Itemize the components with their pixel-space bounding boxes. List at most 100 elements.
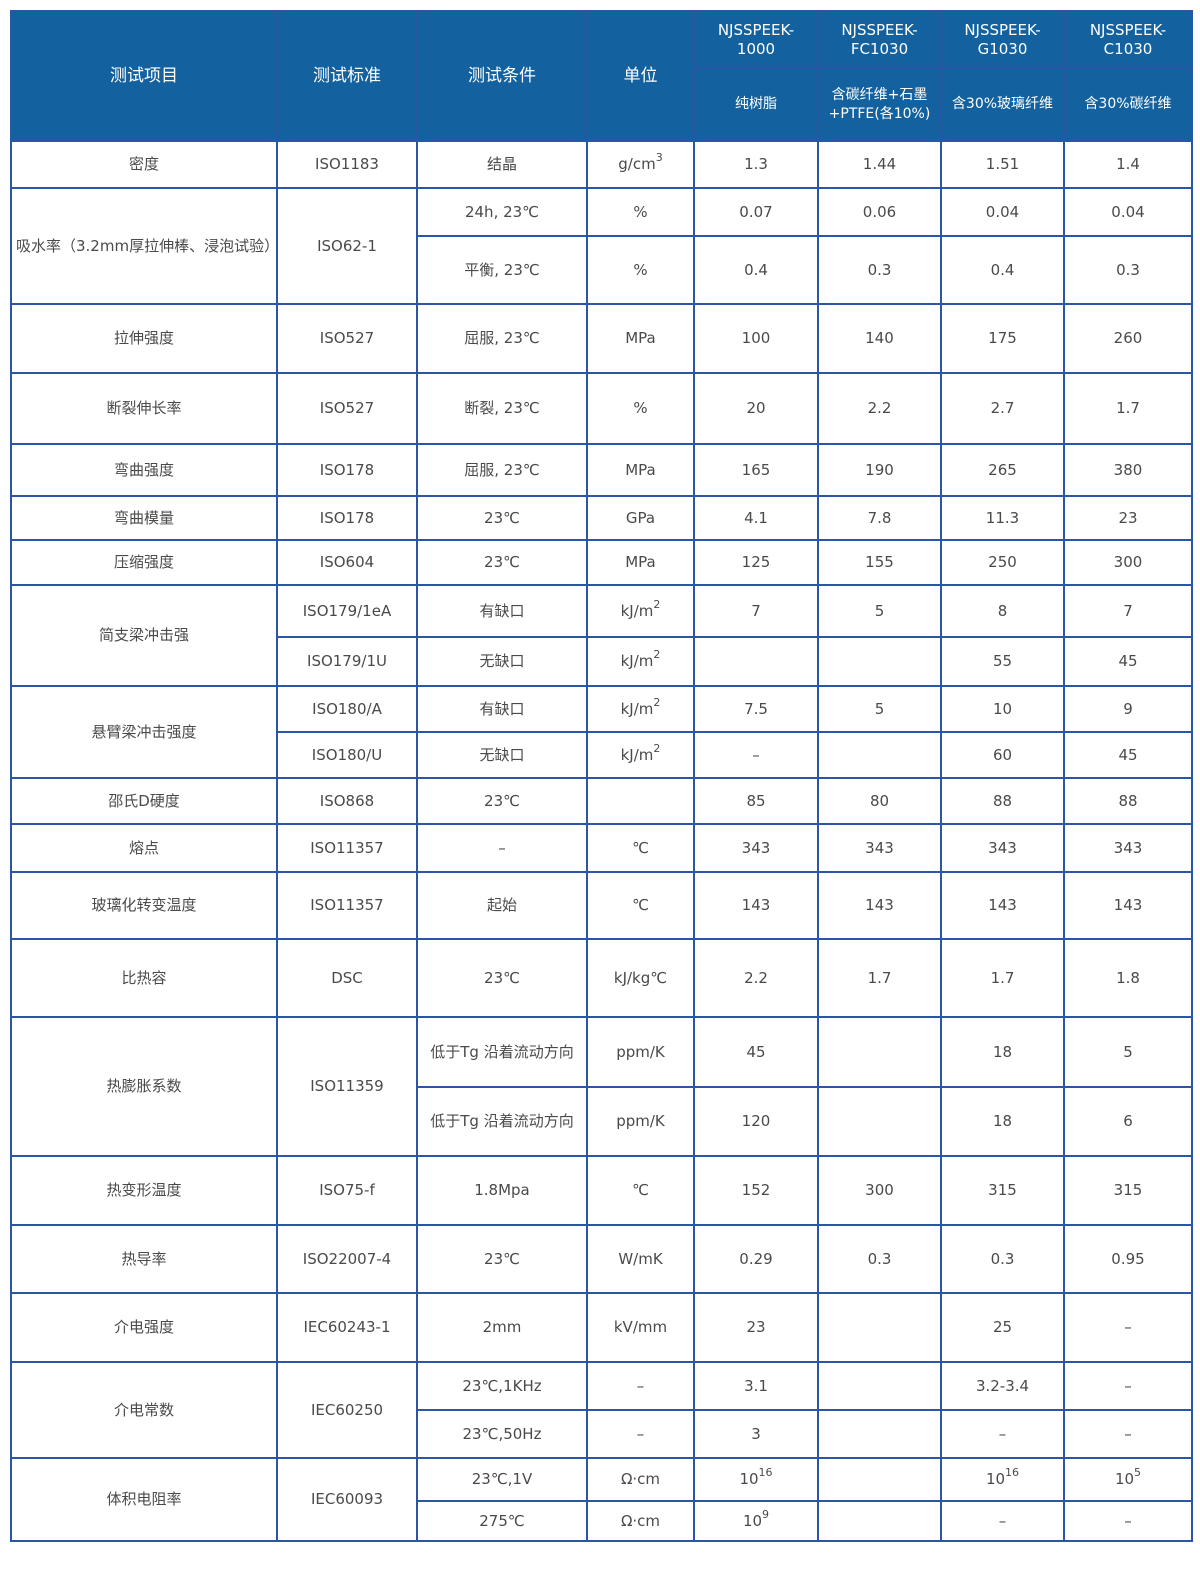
- cell-test-condition: 24h, 23℃: [416, 187, 588, 237]
- cell-unit: %: [586, 235, 695, 305]
- cell-unit: kJ/m2: [586, 584, 695, 638]
- cell-value: 0.95: [1063, 1224, 1193, 1294]
- cell-value: 343: [693, 823, 819, 873]
- cell-value: –: [940, 1500, 1065, 1542]
- cell-unit: %: [586, 187, 695, 237]
- cell-value: 7: [693, 584, 819, 638]
- cell-test-item: 玻璃化转变温度: [10, 871, 278, 940]
- table-row: 拉伸强度 ISO527 屈服, 23℃ MPa 100 140 175 260: [10, 303, 1193, 374]
- table-row: 体积电阻率 IEC60093 23℃,1V Ω·cm 1016 1016 105: [10, 1457, 1193, 1542]
- cell-value: [817, 1500, 942, 1542]
- cell-test-item: 拉伸强度: [10, 303, 278, 374]
- cell-value: 140: [817, 303, 942, 374]
- header-test-standard: 测试标准: [276, 10, 418, 142]
- cell-unit: –: [586, 1361, 695, 1411]
- cell-value: 7.5: [693, 685, 819, 733]
- header-grade-name: NJSSPEEK-FC1030: [817, 10, 942, 69]
- cell-value: 380: [1063, 443, 1193, 497]
- cell-test-item: 热变形温度: [10, 1155, 278, 1226]
- header-unit: 单位: [586, 10, 695, 142]
- cell-test-condition: 无缺口: [416, 636, 588, 687]
- cell-value: [817, 636, 942, 687]
- table-row: 比热容 DSC 23℃ kJ/kg℃ 2.2 1.7 1.7 1.8: [10, 938, 1193, 1018]
- cell-test-item: 体积电阻率: [10, 1457, 278, 1542]
- cell-unit: GPa: [586, 495, 695, 541]
- table-row: 弯曲强度 ISO178 屈服, 23℃ MPa 165 190 265 380: [10, 443, 1193, 497]
- cell-test-condition: 23℃,1V: [416, 1457, 588, 1502]
- cell-value: 2.2: [693, 938, 819, 1018]
- cell-test-condition: 有缺口: [416, 685, 588, 733]
- cell-unit: %: [586, 372, 695, 445]
- cell-value: [817, 1292, 942, 1363]
- cell-unit: MPa: [586, 303, 695, 374]
- cell-test-condition: –: [416, 823, 588, 873]
- properties-table: 测试项目 测试标准 测试条件 单位 NJSSPEEK-1000 NJSSPEEK…: [10, 10, 1193, 1542]
- cell-value: [693, 636, 819, 687]
- cell-test-item: 比热容: [10, 938, 278, 1018]
- header-grade-desc: 纯树脂: [693, 67, 819, 142]
- cell-value: 1.44: [817, 140, 942, 189]
- cell-value: 1.51: [940, 140, 1065, 189]
- cell-value: –: [1063, 1500, 1193, 1542]
- cell-unit: Ω·cm: [586, 1457, 695, 1502]
- cell-value: 23: [1063, 495, 1193, 541]
- cell-value: 105: [1063, 1457, 1193, 1502]
- cell-test-item: 悬臂梁冲击强度: [10, 685, 278, 779]
- cell-value: 20: [693, 372, 819, 445]
- superscript: 3: [655, 151, 663, 164]
- cell-value: 45: [1063, 731, 1193, 779]
- superscript: 2: [653, 648, 661, 661]
- superscript: 5: [1134, 1466, 1142, 1479]
- cell-test-standard: ISO180/A: [276, 685, 418, 733]
- cell-value: 1.4: [1063, 140, 1193, 189]
- cell-unit: kJ/m2: [586, 685, 695, 733]
- cell-test-condition: 23℃,1KHz: [416, 1361, 588, 1411]
- table-row: 吸水率（3.2mm厚拉伸棒、浸泡试验） ISO62-1 24h, 23℃% 0.07 0…: [10, 187, 1193, 305]
- table-row: 热膨胀系数 ISO11359 低于Tg 沿着流动方向 ppm/K 45 18 5: [10, 1016, 1193, 1157]
- cell-value: 55: [940, 636, 1065, 687]
- cell-value: 18: [940, 1086, 1065, 1157]
- cell-test-condition: 23℃: [416, 539, 588, 586]
- cell-test-condition: 屈服, 23℃: [416, 443, 588, 497]
- table-row: 断裂伸长率 ISO527 断裂, 23℃% 20 2.2 2.7 1.7: [10, 372, 1193, 445]
- cell-test-condition: 2mm: [416, 1292, 588, 1363]
- cell-test-condition: 有缺口: [416, 584, 588, 638]
- cell-value: [817, 1016, 942, 1088]
- cell-value: 143: [1063, 871, 1193, 940]
- cell-value: 18: [940, 1016, 1065, 1088]
- superscript: 16: [758, 1466, 773, 1479]
- cell-test-standard: IEC60093: [276, 1457, 418, 1542]
- cell-unit: MPa: [586, 539, 695, 586]
- cell-unit: g/cm3: [586, 140, 695, 189]
- cell-test-standard: ISO178: [276, 495, 418, 541]
- cell-value: 0.3: [817, 235, 942, 305]
- cell-value: 165: [693, 443, 819, 497]
- cell-value: 1.7: [940, 938, 1065, 1018]
- table-row: 悬臂梁冲击强度 ISO180/A 有缺口 kJ/m2 7.5 5 10 9: [10, 685, 1193, 779]
- cell-value: 5: [817, 685, 942, 733]
- cell-value: 265: [940, 443, 1065, 497]
- cell-value: 143: [693, 871, 819, 940]
- cell-test-condition: 1.8Mpa: [416, 1155, 588, 1226]
- cell-test-condition: 断裂, 23℃: [416, 372, 588, 445]
- cell-test-condition: 平衡, 23℃: [416, 235, 588, 305]
- table-row: 275℃ Ω·cm 109 – –: [11, 1500, 1193, 1542]
- header-test-item: 测试项目: [10, 10, 278, 142]
- cell-value: 300: [1063, 539, 1193, 586]
- cell-test-standard: ISO22007-4: [276, 1224, 418, 1294]
- cell-value: 143: [817, 871, 942, 940]
- cell-value: –: [693, 731, 819, 779]
- table-row: 热导率 ISO22007-4 23℃ W/mK 0.29 0.3 0.3 0.95: [10, 1224, 1193, 1294]
- cell-test-item: 弯曲强度: [10, 443, 278, 497]
- superscript: 9: [762, 1507, 770, 1521]
- cell-value: 260: [1063, 303, 1193, 374]
- cell-value: –: [1063, 1361, 1193, 1411]
- header-test-condition: 测试条件: [416, 10, 588, 142]
- cell-value: 1.7: [817, 938, 942, 1018]
- table-row: 介电强度 IEC60243-1 2mm kV/mm 23 25–: [10, 1292, 1193, 1363]
- cell-value: 0.4: [940, 235, 1065, 305]
- cell-test-condition: 23℃,50Hz: [416, 1409, 588, 1459]
- cell-value: 143: [940, 871, 1065, 940]
- table-row: 介电常数 IEC60250 23℃,1KHz –3.1 3.2-3.4–: [10, 1361, 1193, 1459]
- cell-unit: MPa: [586, 443, 695, 497]
